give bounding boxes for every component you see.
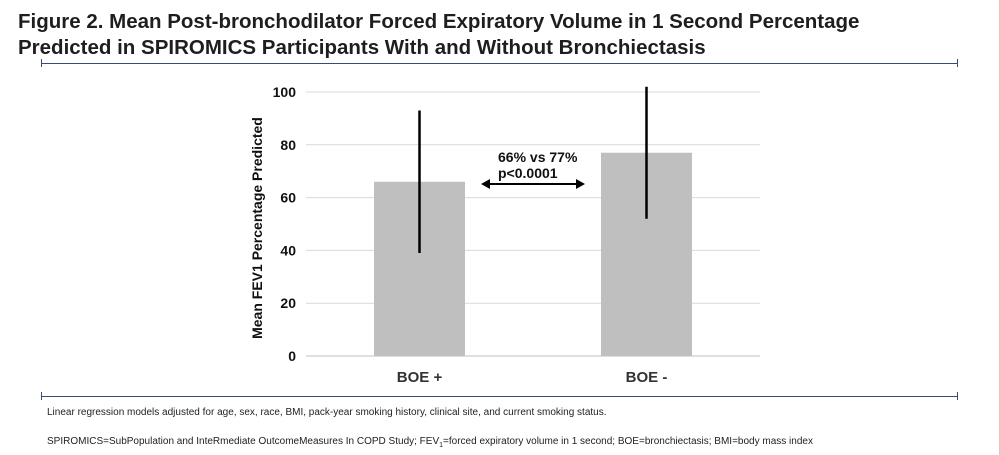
- y-tick-80: 80: [280, 137, 296, 153]
- top-divider: [41, 59, 958, 67]
- footnote-abbreviations: SPIROMICS=SubPopulation and InteRmediate…: [47, 436, 813, 449]
- arrow-head-left: [481, 179, 490, 189]
- y-tick-60: 60: [280, 190, 296, 206]
- arrow-head-right: [576, 179, 585, 189]
- x-tick-1: BOE +: [397, 369, 443, 386]
- y-tick-0: 0: [288, 348, 296, 364]
- comparison-annotation: 66% vs 77% p<0.0001: [481, 149, 585, 189]
- annotation-p-value: p<0.0001: [498, 165, 558, 181]
- figure-title: Figure 2. Mean Post-bronchodilator Force…: [18, 9, 978, 61]
- y-tick-100: 100: [273, 84, 297, 100]
- figure-title-line2: Predicted in SPIROMICS Participants With…: [18, 36, 706, 59]
- footnote-methods: Linear regression models adjusted for ag…: [47, 407, 607, 418]
- x-tick-2: BOE -: [626, 369, 668, 386]
- figure-title-line1: Figure 2. Mean Post-bronchodilator Force…: [18, 10, 860, 33]
- bottom-divider: [41, 392, 958, 400]
- y-tick-20: 20: [280, 295, 296, 311]
- y-tick-labels: 0 20 40 60 80 100: [273, 84, 297, 364]
- annotation-percentages: 66% vs 77%: [498, 149, 578, 165]
- footnote-abbrev-pre: SPIROMICS=SubPopulation and InteRmediate…: [47, 436, 440, 447]
- y-tick-40: 40: [280, 242, 296, 258]
- x-tick-labels: BOE + BOE -: [397, 369, 668, 386]
- y-axis-label: Mean FEV1 Percentage Predicted: [249, 117, 265, 339]
- footnote-subscript: 1: [439, 442, 444, 449]
- error-bars: [418, 86, 648, 254]
- footnote-abbrev-post: =forced expiratory volume in 1 second; B…: [443, 436, 813, 447]
